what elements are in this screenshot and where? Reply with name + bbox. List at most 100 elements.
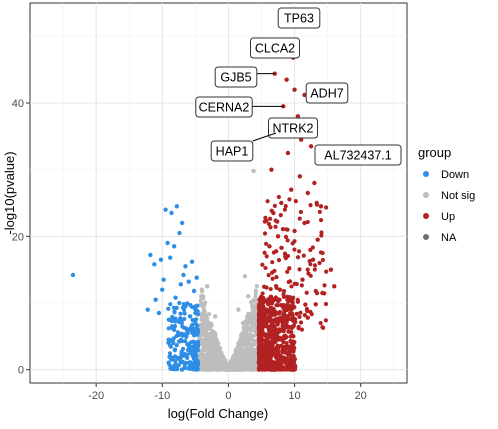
- point-down: [174, 366, 180, 371]
- gene-label: CLCA2: [255, 42, 295, 56]
- legend-label: Not sig: [441, 190, 475, 202]
- point-up: [283, 204, 288, 209]
- point-down: [158, 257, 164, 262]
- point-not-sig: [239, 366, 245, 372]
- point-up: [288, 338, 293, 344]
- point-not-sig: [205, 361, 210, 367]
- point-down: [177, 300, 182, 306]
- point-up: [318, 218, 324, 223]
- point-up: [289, 284, 294, 289]
- point-not-sig: [241, 359, 246, 364]
- point-down: [168, 344, 173, 349]
- point-up: [300, 277, 305, 282]
- point-up: [305, 309, 310, 314]
- point-not-sig: [212, 314, 218, 319]
- point-not-sig: [235, 367, 240, 372]
- point-up: [297, 174, 303, 179]
- point-down: [190, 367, 195, 372]
- data-points: [70, 12, 337, 338]
- point-not-sig: [241, 325, 246, 330]
- point-not-sig: [235, 362, 240, 367]
- point-not-sig: [214, 341, 219, 346]
- point-up: [281, 292, 286, 297]
- point-up: [287, 350, 292, 356]
- x-tick-label: -10: [154, 390, 170, 402]
- point-up: [317, 209, 322, 215]
- point-up: [272, 367, 278, 372]
- legend-key: [423, 192, 429, 198]
- point-up: [298, 310, 303, 315]
- point-not-sig: [229, 366, 234, 371]
- point-down: [185, 366, 190, 371]
- point-down: [185, 347, 191, 353]
- point-up: [257, 367, 262, 372]
- point-up: [286, 325, 291, 330]
- point-not-sig: [247, 352, 252, 357]
- point-up: [285, 238, 290, 243]
- point-up: [261, 351, 266, 356]
- legend: group Down Not sig Up NA: [418, 145, 475, 244]
- point-up: [260, 358, 266, 363]
- y-tick-label: 20: [12, 231, 24, 243]
- point-up: [292, 340, 297, 345]
- point-down: [171, 364, 176, 369]
- x-tick-label: 0: [225, 390, 231, 402]
- point-up: [267, 331, 272, 336]
- point-up: [266, 334, 271, 340]
- background-points: [166, 194, 329, 372]
- point-not-sig: [202, 355, 207, 360]
- point-down: [174, 204, 180, 209]
- point-up: [289, 330, 294, 335]
- point-up: [292, 304, 297, 310]
- point-not-sig: [207, 366, 212, 371]
- point-up: [281, 311, 286, 316]
- point-up: [264, 285, 269, 290]
- point-down: [194, 326, 199, 331]
- gene-label: GJB5: [220, 71, 251, 85]
- point-down: [173, 354, 178, 359]
- point-up: [260, 314, 266, 319]
- point-not-sig: [251, 298, 256, 303]
- point-down: [177, 230, 182, 236]
- point-up: [256, 331, 261, 336]
- point-up: [289, 187, 294, 192]
- panel-background: [29, 2, 408, 384]
- point-up: [276, 346, 281, 351]
- point-up: [323, 205, 329, 210]
- point-down: [163, 207, 168, 212]
- point-not-sig: [240, 336, 246, 341]
- point-up: [287, 294, 292, 300]
- legend-key: [423, 171, 429, 177]
- point-up: [291, 324, 296, 329]
- point-up: [298, 320, 304, 325]
- point-not-sig: [201, 306, 206, 311]
- point-up: [308, 309, 313, 314]
- point-not-sig: [201, 318, 207, 323]
- point-not-sig: [200, 289, 205, 294]
- point-not-sig: [251, 356, 256, 361]
- point-down: [160, 287, 165, 292]
- point-up: [292, 228, 297, 234]
- point-up: [299, 327, 305, 332]
- point-down: [183, 304, 188, 309]
- point-up: [298, 137, 304, 142]
- point-up: [284, 314, 289, 319]
- point-up: [292, 363, 298, 368]
- point-down: [188, 325, 193, 331]
- gene-label: HAP1: [216, 145, 249, 159]
- point-down: [179, 367, 184, 372]
- point-down: [166, 317, 172, 322]
- point-up: [314, 291, 320, 296]
- y-tick-label: 40: [12, 98, 24, 110]
- point-up: [274, 275, 279, 280]
- point-not-sig: [198, 298, 203, 303]
- axis-ticks: -20 -10 0 10 20 0 20 40: [12, 98, 367, 402]
- point-not-sig: [203, 365, 208, 370]
- point-up: [266, 273, 271, 278]
- point-up: [312, 180, 317, 186]
- point-up: [275, 322, 280, 327]
- point-not-sig: [202, 310, 207, 315]
- point-up: [302, 220, 307, 226]
- point-up: [292, 247, 297, 252]
- gene-label-box: [195, 96, 253, 118]
